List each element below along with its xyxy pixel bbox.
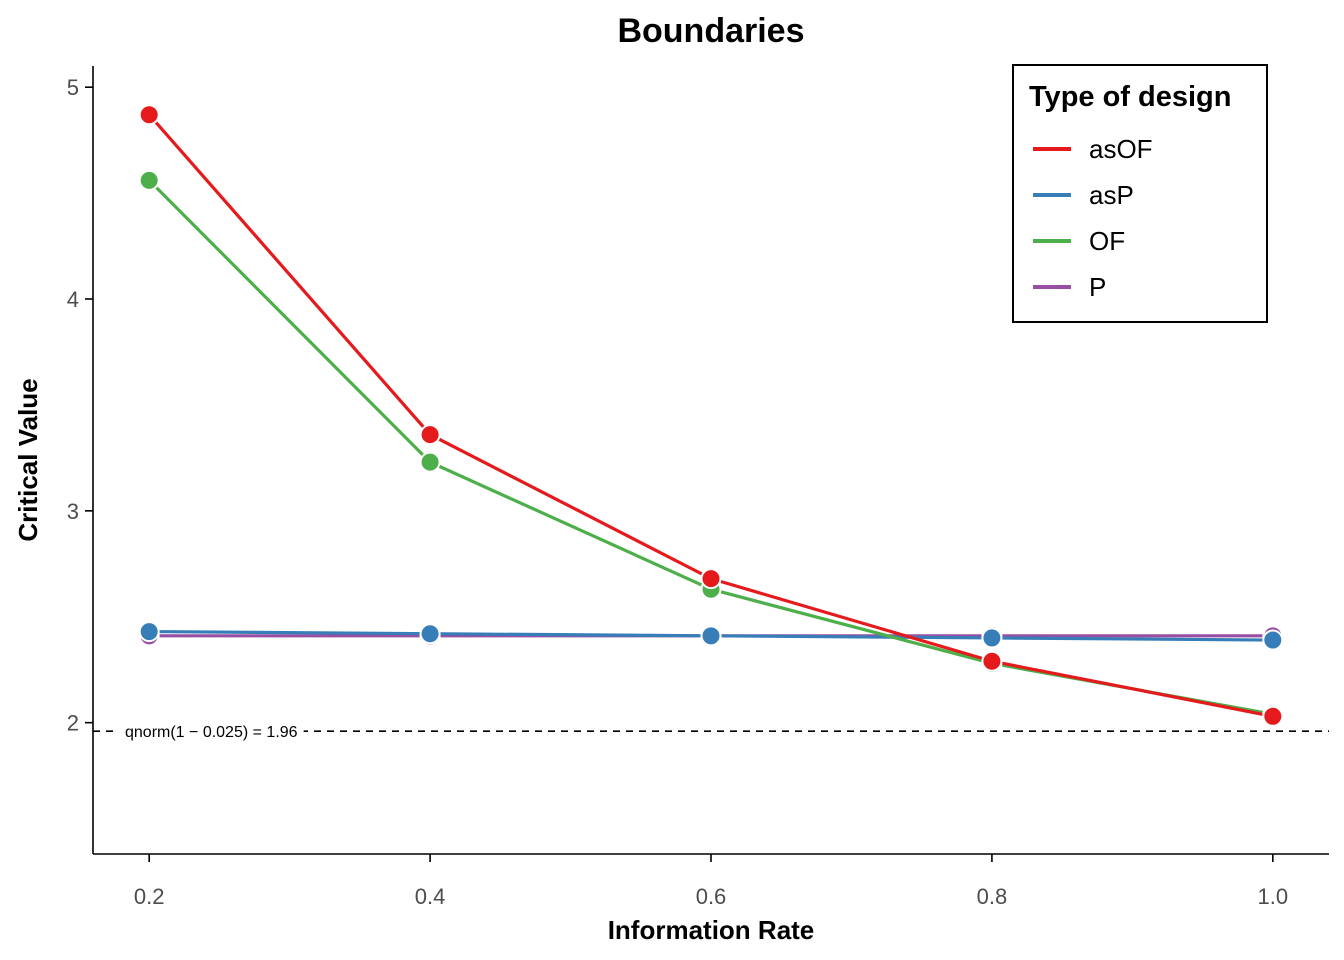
x-axis-title: Information Rate xyxy=(608,915,815,945)
data-point-asP xyxy=(1262,629,1284,651)
x-ticks: 0.2 0.4 0.6 0.8 1.0 xyxy=(134,854,1288,909)
data-point-asOF xyxy=(419,424,441,446)
series-points xyxy=(138,104,1284,727)
legend-label-OF: OF xyxy=(1089,226,1125,256)
y-tick-label: 3 xyxy=(67,499,79,524)
y-axis-title: Critical Value xyxy=(13,378,43,541)
y-tick-label: 5 xyxy=(67,75,79,100)
legend-title: Type of design xyxy=(1029,81,1231,113)
legend-label-P: P xyxy=(1089,272,1106,302)
reference-line-label: qnorm(1 − 0.025) = 1.96 xyxy=(125,724,298,741)
x-tick-label: 0.4 xyxy=(415,884,446,909)
data-point-asOF xyxy=(1262,705,1284,727)
data-point-asOF xyxy=(138,104,160,126)
data-point-asOF xyxy=(700,568,722,590)
data-point-asP xyxy=(981,627,1003,649)
data-point-asP xyxy=(419,623,441,645)
y-ticks: 2 3 4 5 xyxy=(67,75,93,736)
y-tick-label: 4 xyxy=(67,287,79,312)
legend-label-asOF: asOF xyxy=(1089,134,1153,164)
x-tick-label: 1.0 xyxy=(1258,884,1289,909)
data-point-OF xyxy=(419,451,441,473)
data-point-asP xyxy=(700,625,722,647)
y-tick-label: 2 xyxy=(67,711,79,736)
legend: Type of design asOF asP OF P xyxy=(1012,64,1268,323)
legend-label-asP: asP xyxy=(1089,180,1134,210)
x-tick-label: 0.8 xyxy=(977,884,1008,909)
reference-line-group: qnorm(1 − 0.025) = 1.96 xyxy=(93,722,1329,744)
reference-label-background xyxy=(119,722,304,744)
data-point-asOF xyxy=(981,650,1003,672)
data-point-OF xyxy=(138,169,160,191)
x-tick-label: 0.6 xyxy=(696,884,727,909)
x-tick-label: 0.2 xyxy=(134,884,165,909)
legend-entries: asOF asP OF P xyxy=(1033,134,1153,302)
data-point-asP xyxy=(138,621,160,643)
chart-title: Boundaries xyxy=(617,12,804,50)
